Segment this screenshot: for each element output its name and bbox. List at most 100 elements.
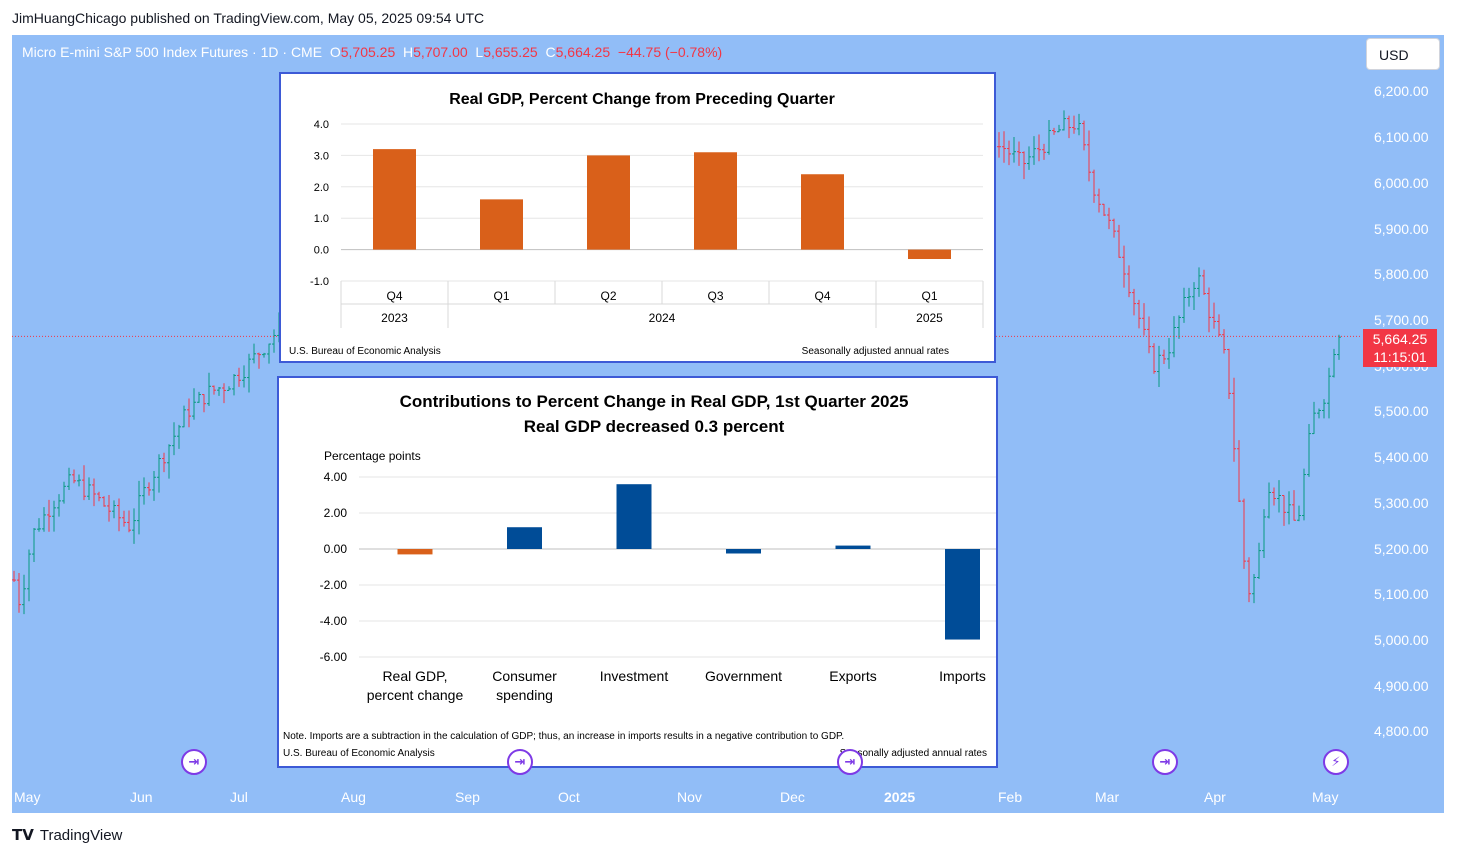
currency-button[interactable]: USD bbox=[1366, 38, 1440, 70]
close-label: C bbox=[545, 44, 556, 60]
ohlc-bar bbox=[37, 518, 41, 532]
symbol-legend[interactable]: Micro E-mini S&P 500 Index Futures · 1D … bbox=[22, 44, 722, 60]
ohlc-bar bbox=[72, 469, 76, 484]
low-value: 5,655.25 bbox=[483, 44, 538, 60]
ohlc-bar bbox=[57, 494, 61, 517]
gdp-contributions-panel: Contributions to Percent Change in Real … bbox=[277, 376, 998, 768]
ohlc-bar bbox=[1137, 299, 1141, 329]
ohlc-bar bbox=[1332, 348, 1336, 378]
ohlc-bar bbox=[1047, 120, 1051, 155]
ohlc-bar bbox=[1252, 574, 1256, 604]
last-price: 5,664.25 bbox=[1372, 331, 1428, 347]
event-arrow-icon[interactable]: ⇥ bbox=[837, 749, 863, 775]
bar bbox=[616, 484, 652, 549]
low-label: L bbox=[475, 44, 484, 60]
ohlc-bar bbox=[1207, 287, 1211, 333]
event-arrow-icon[interactable]: ⇥ bbox=[181, 749, 207, 775]
y-tick-label: -2.00 bbox=[320, 578, 348, 592]
ohlc-bar bbox=[1082, 120, 1086, 151]
time-tick: Feb bbox=[998, 789, 1023, 805]
ohlc-bar bbox=[127, 510, 131, 533]
ohlc-bar bbox=[1247, 557, 1251, 603]
ohlc-bar bbox=[1202, 269, 1206, 295]
ohlc-bar bbox=[1112, 218, 1116, 238]
ohlc-bar bbox=[1142, 303, 1146, 336]
ohlc-bar bbox=[1107, 207, 1111, 230]
ohlc-bar bbox=[1212, 302, 1216, 329]
ohlc-bar bbox=[1012, 137, 1016, 163]
time-tick: Dec bbox=[780, 789, 805, 805]
ohlc-bar bbox=[162, 452, 166, 473]
event-arrow-icon[interactable]: ⇥ bbox=[507, 749, 533, 775]
ohlc-bar bbox=[252, 343, 256, 364]
ohlc-bar bbox=[197, 391, 201, 403]
ohlc-bar bbox=[1072, 115, 1076, 134]
ohlc-bar bbox=[92, 478, 96, 507]
ohlc-bar bbox=[1267, 482, 1271, 519]
ohlc-bar bbox=[152, 470, 156, 501]
price-tick: 6,200.00 bbox=[1374, 83, 1429, 99]
x-tick-label: Investment bbox=[600, 668, 669, 684]
bar bbox=[908, 249, 951, 260]
ohlc-bar bbox=[42, 507, 46, 532]
gdp-contributions-chart: Contributions to Percent Change in Real … bbox=[283, 392, 997, 759]
ohlc-bar bbox=[1192, 282, 1196, 310]
ohlc-bar bbox=[1097, 188, 1101, 213]
ohlc-bar bbox=[217, 386, 221, 396]
ohlc-bar bbox=[222, 383, 226, 404]
ohlc-bar bbox=[1007, 140, 1011, 166]
price-tick: 4,800.00 bbox=[1374, 723, 1429, 739]
ohlc-bar bbox=[1162, 349, 1166, 365]
chart-title: Real GDP, Percent Change from Preceding … bbox=[449, 91, 835, 108]
ohlc-bar bbox=[22, 574, 26, 615]
x-tick-label: Q1 bbox=[493, 289, 509, 303]
tradingview-logo[interactable]: 𝗧𝗩 TradingView bbox=[12, 826, 122, 844]
ohlc-bar bbox=[1302, 468, 1306, 521]
ohlc-bar bbox=[1222, 329, 1226, 354]
y-tick-label: 4.0 bbox=[314, 119, 329, 131]
ohlc-bar bbox=[1122, 245, 1126, 288]
change-value: −44.75 (−0.78%) bbox=[617, 44, 723, 60]
publisher-line: JimHuangChicago published on TradingView… bbox=[12, 10, 485, 26]
x-tick-label: spending bbox=[496, 687, 553, 703]
ohlc-bar bbox=[1237, 440, 1241, 502]
flash-icon[interactable]: ⚡ bbox=[1323, 749, 1349, 775]
ohlc-bar bbox=[167, 444, 171, 479]
ohlc-bar bbox=[267, 343, 271, 364]
event-arrow-icon[interactable]: ⇥ bbox=[1152, 749, 1178, 775]
time-tick: Nov bbox=[677, 789, 702, 805]
ohlc-bar bbox=[187, 398, 191, 428]
ohlc-bar bbox=[1217, 314, 1221, 337]
ohlc-bar bbox=[1152, 343, 1156, 374]
bar bbox=[726, 549, 761, 554]
y-tick-label: -4.00 bbox=[320, 614, 348, 628]
y-tick-label: -1.0 bbox=[310, 276, 329, 288]
ohlc-bar bbox=[147, 482, 151, 496]
price-tick: 5,700.00 bbox=[1374, 312, 1429, 328]
bar bbox=[507, 527, 542, 549]
bar bbox=[694, 152, 737, 250]
x-tick-label: Q1 bbox=[921, 289, 937, 303]
price-tick: 5,400.00 bbox=[1374, 449, 1429, 465]
ohlc-bar bbox=[82, 465, 86, 501]
y-tick-label: 3.0 bbox=[314, 150, 329, 162]
bar bbox=[397, 549, 433, 555]
ohlc-bar bbox=[1272, 487, 1276, 506]
price-tick: 5,500.00 bbox=[1374, 403, 1429, 419]
bar bbox=[801, 174, 844, 250]
ohlc-bar bbox=[12, 570, 16, 582]
bar bbox=[945, 549, 980, 640]
ohlc-bar bbox=[1322, 399, 1326, 419]
ohlc-bar bbox=[1177, 315, 1181, 339]
price-tick: 5,800.00 bbox=[1374, 266, 1429, 282]
ohlc-bar bbox=[77, 474, 81, 487]
price-candles[interactable] bbox=[12, 35, 1444, 813]
ohlc-bar bbox=[1087, 130, 1091, 182]
ohlc-bar bbox=[1157, 345, 1161, 388]
ohlc-bar bbox=[227, 386, 231, 391]
tv-logo-icon: 𝗧𝗩 bbox=[12, 827, 34, 844]
group-label: 2024 bbox=[649, 311, 676, 325]
ohlc-bar bbox=[1062, 110, 1066, 131]
ohlc-bar bbox=[207, 372, 211, 407]
ohlc-bar bbox=[1287, 491, 1291, 525]
